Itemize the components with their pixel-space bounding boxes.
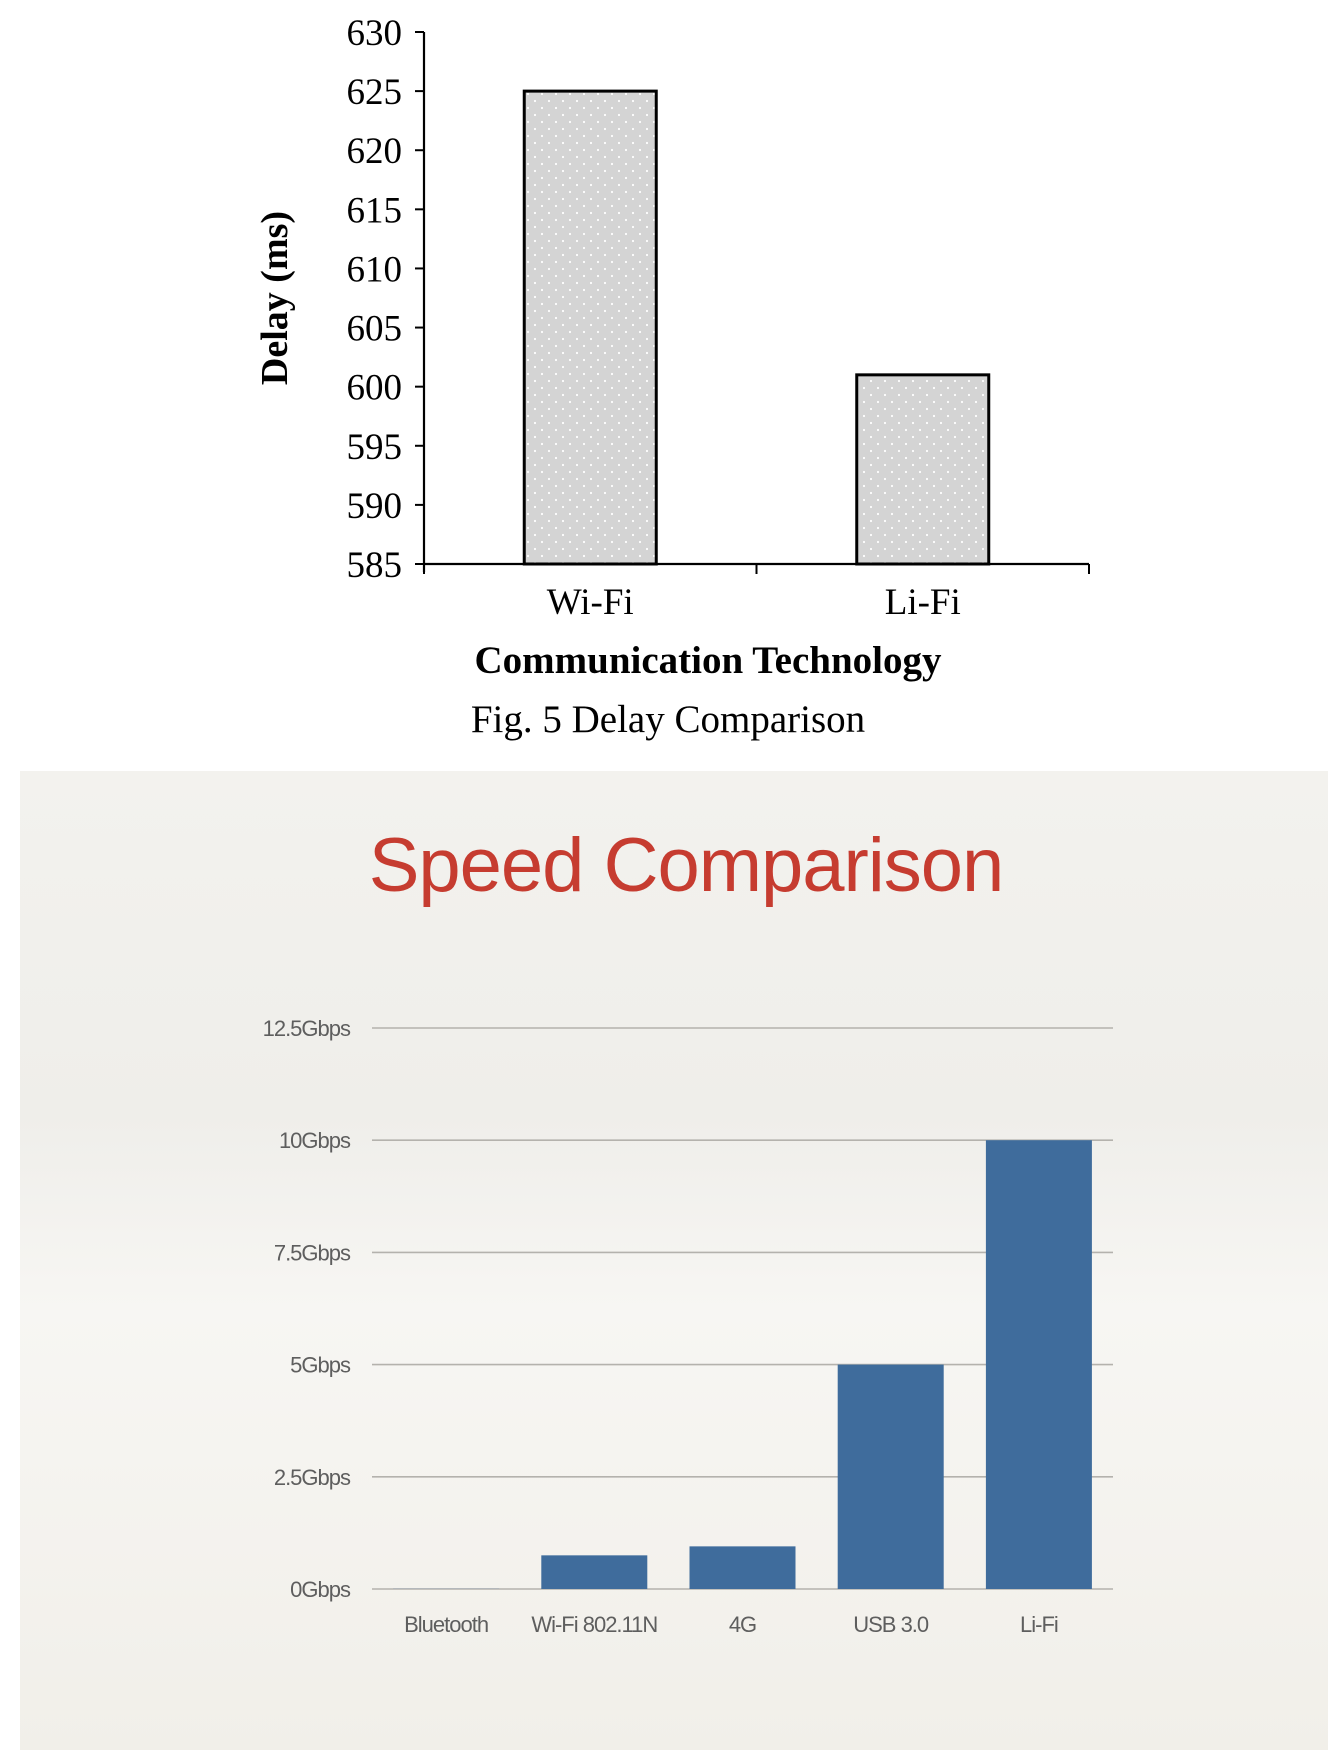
bar-usb-3-0	[837, 1364, 944, 1589]
y-tick-label: 2.5Gbps	[274, 1465, 351, 1490]
x-tick-label: 4G	[729, 1612, 756, 1637]
bar-li-fi	[855, 373, 991, 566]
bar-li-fi	[985, 1140, 1092, 1589]
y-tick-label: 600	[347, 368, 403, 409]
speed-comparison-chart: Speed Comparison 0Gbps 2.5Gbps 5Gbps 7.5Gbps…	[263, 823, 1113, 1637]
y-tick-label: 0Gbps	[290, 1577, 351, 1602]
y-tick-label: 625	[347, 72, 403, 113]
y-tick-label: 615	[347, 190, 403, 231]
y-tick-label: 595	[347, 427, 403, 468]
bar-wi-fi	[522, 89, 658, 566]
x-tick-label: Li-Fi	[1020, 1612, 1058, 1637]
x-tick-label: USB 3.0	[853, 1612, 929, 1637]
speed-comparison-panel: Speed Comparison 0Gbps 2.5Gbps 5Gbps 7.5Gbps…	[20, 771, 1328, 1750]
x-axis-label: Communication Technology	[475, 639, 942, 682]
y-tick-label: 630	[347, 13, 403, 54]
bar-4g	[689, 1546, 796, 1589]
x-tick-label: Li-Fi	[885, 582, 961, 623]
y-axis-label: Delay (ms)	[254, 211, 296, 385]
y-tick-label: 590	[347, 486, 403, 527]
y-tick-label: 620	[347, 131, 403, 172]
x-tick-label: Wi-Fi	[547, 582, 634, 623]
x-tick-label: Bluetooth	[404, 1612, 488, 1637]
chart-title: Speed Comparison	[369, 823, 1004, 908]
figure-caption: Fig. 5 Delay Comparison	[471, 698, 865, 741]
y-tick-label: 585	[347, 545, 403, 586]
x-tick-label: Wi-Fi 802.11N	[531, 1612, 657, 1637]
delay-comparison-chart: Wi-Fi Li-Fi 585 590 595 600 605 610 615 620 625 630…	[254, 13, 1090, 741]
bar-wi-fi-802-11n	[541, 1555, 648, 1589]
y-tick-label: 7.5Gbps	[274, 1240, 351, 1265]
y-tick-label: 12.5Gbps	[263, 1016, 351, 1041]
y-tick-label: 5Gbps	[290, 1353, 351, 1378]
y-tick-label: 10Gbps	[279, 1128, 351, 1153]
y-tick-label: 610	[347, 249, 403, 290]
y-tick-label: 605	[347, 309, 403, 350]
